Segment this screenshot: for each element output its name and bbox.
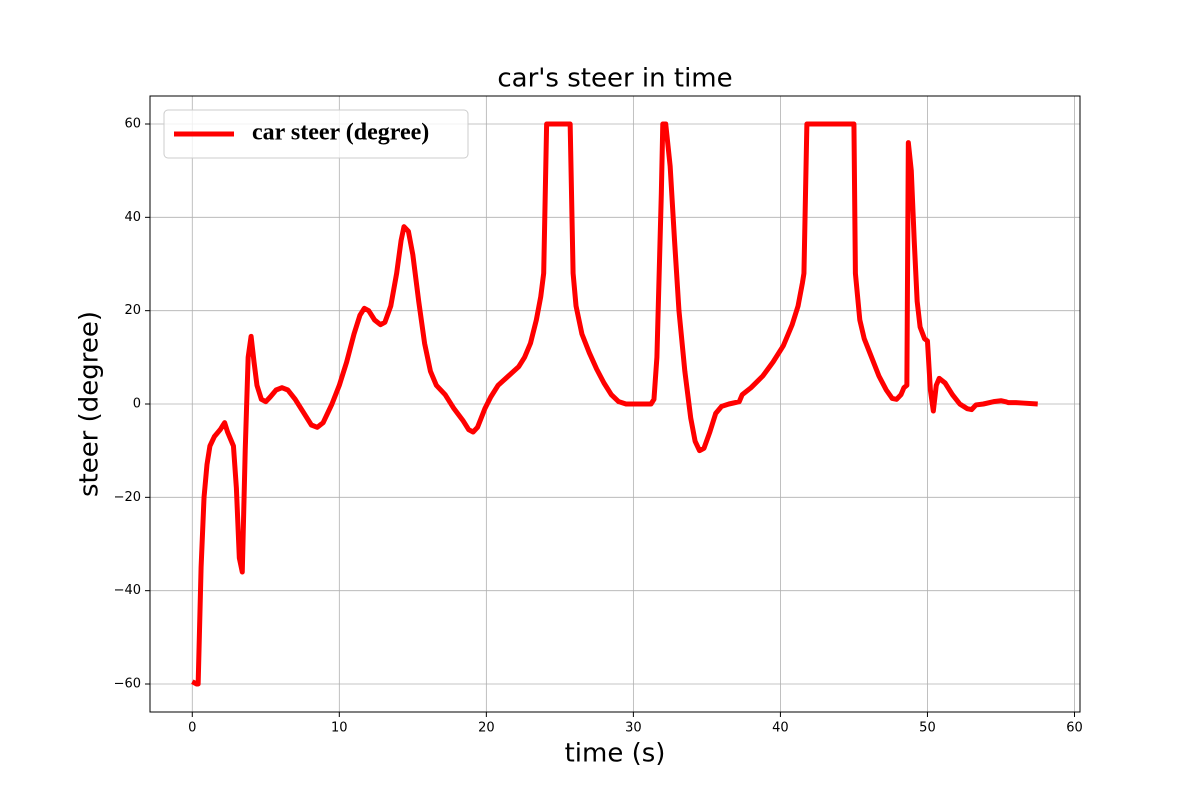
y-tick-label: −40 <box>114 583 141 598</box>
legend: car steer (degree) <box>163 109 469 159</box>
x-tick-label: 60 <box>1066 721 1083 736</box>
x-tick-label: 20 <box>478 721 495 736</box>
y-tick-label: −20 <box>114 490 141 505</box>
y-axis-label: steer (degree) <box>75 311 105 497</box>
y-tick-label: −60 <box>114 677 141 692</box>
x-tick-label: 30 <box>625 721 642 736</box>
legend-box <box>163 109 469 159</box>
y-tick-label: 60 <box>124 117 141 132</box>
x-tick-label: 50 <box>919 721 936 736</box>
x-tick-label: 40 <box>772 721 789 736</box>
y-tick-label: 0 <box>133 397 141 412</box>
plot-frame <box>149 95 1081 713</box>
x-tick-label: 10 <box>331 721 348 736</box>
line <box>191 121 1038 687</box>
y-tick-label: 40 <box>124 210 141 225</box>
x-tick-label: 0 <box>188 721 196 736</box>
y-tick-label: 20 <box>124 303 141 318</box>
legend-label: car steer (degree) <box>252 120 429 146</box>
x-axis-label: time (s) <box>565 739 666 769</box>
chart-title: car's steer in time <box>497 64 732 94</box>
